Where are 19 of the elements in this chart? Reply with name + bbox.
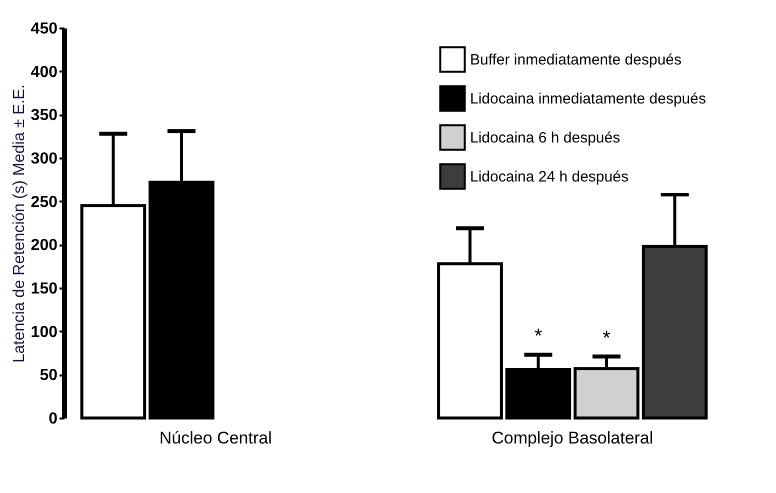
data-label: * (534, 326, 542, 348)
y-tick-label: 300 (30, 150, 58, 168)
y-tick-label: 350 (30, 107, 58, 124)
y-tick-label: 100 (30, 324, 58, 341)
x-tick-label: Núcleo Central (159, 428, 272, 448)
y-tick-label: 50 (40, 367, 58, 384)
legend-label: Lidocaina 6 h después (470, 130, 620, 146)
y-tick-label: 400 (30, 64, 58, 81)
y-tick-label: 0 (48, 410, 58, 428)
legend-label: Lidocaina 24 h después (470, 168, 628, 186)
y-tick-label: 150 (30, 280, 58, 298)
data-label: * (602, 327, 611, 350)
legend-label: Buffer inmediatamente después (470, 52, 682, 68)
x-tick-label: Complejo Basolateral (492, 428, 654, 448)
y-tick-label: 200 (30, 237, 58, 254)
legend-label: Lidocaina inmediatamente después (470, 90, 706, 108)
y-axis-title: Latencia de Retención (s) Media ± E.E. (10, 84, 28, 363)
y-tick-label: 250 (30, 194, 58, 211)
y-tick-label: 450 (30, 20, 58, 38)
